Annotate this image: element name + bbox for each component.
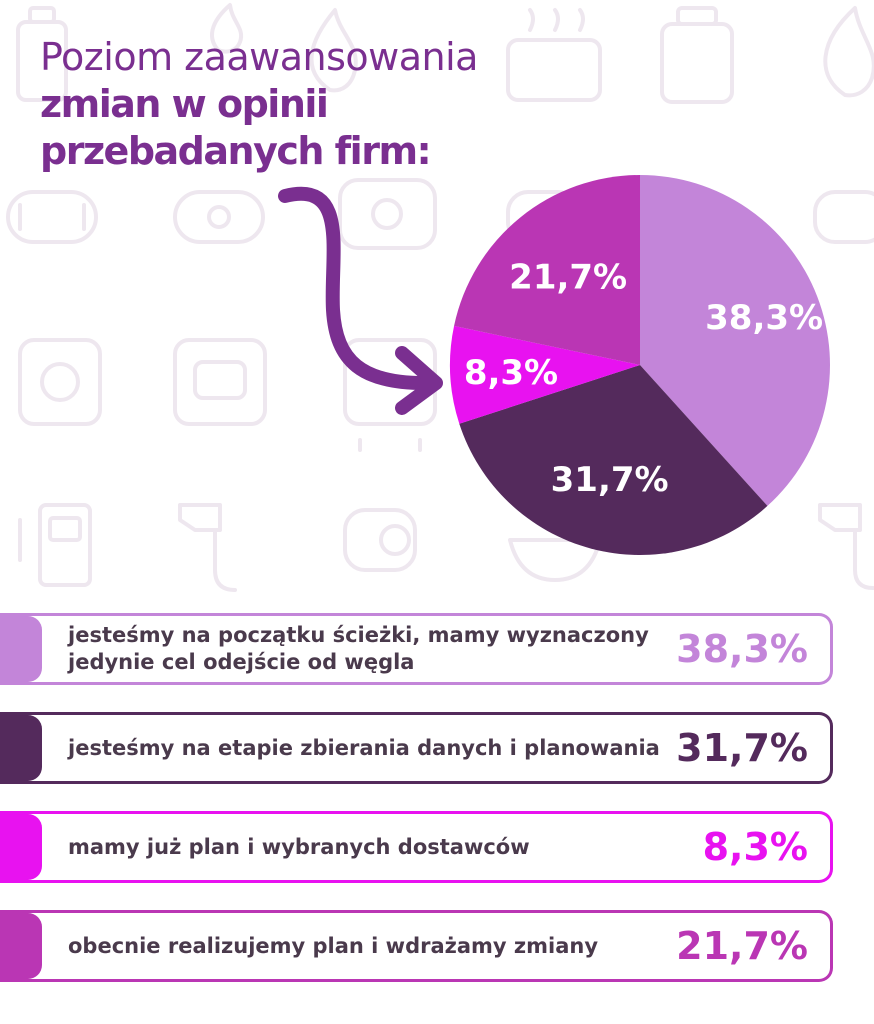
curved-arrow-icon <box>278 186 443 415</box>
pipe-icon <box>508 538 602 582</box>
pie-slice-label: 38,3% <box>705 298 823 338</box>
legend-label: mamy już plan i wybranych dostawców <box>68 834 530 859</box>
boiler-icon <box>506 8 602 102</box>
legend-label: jesteśmy na początku ścieżki, mamy wyzna… <box>68 623 649 674</box>
legend-row-2: jesteśmy na etapie zbierania danych i pl… <box>0 712 833 784</box>
pie-slice-label: 21,7% <box>509 257 627 297</box>
legend-row-1: jesteśmy na początku ścieżki, mamy wyzna… <box>0 613 833 685</box>
tank-icon <box>6 190 98 244</box>
legend-row-4: obecnie realizujemy plan i wdrażamy zmia… <box>0 910 833 982</box>
legend-label: jesteśmy na etapie zbierania danych i pl… <box>68 735 660 760</box>
fuel-pump-icon <box>18 503 92 587</box>
heater-icon <box>343 508 417 572</box>
flame-icon <box>823 6 874 98</box>
pie-slice-label: 31,7% <box>551 460 669 500</box>
title-line-2: zmian w opinii <box>40 82 329 126</box>
legend-swatch <box>0 715 42 781</box>
pie-slices <box>450 175 831 555</box>
legend-swatch <box>0 913 42 979</box>
tank-icon <box>813 190 874 244</box>
page-title: Poziom zaawansowania zmian w opinii prze… <box>40 34 478 175</box>
title-line-1: Poziom zaawansowania <box>40 35 478 79</box>
legend-row-3: mamy już plan i wybranych dostawców 8,3% <box>0 811 833 883</box>
nozzle-icon <box>818 503 874 590</box>
meter-icon <box>173 338 267 426</box>
legend-value: 21,7% <box>676 924 808 968</box>
pie-slice <box>459 365 768 555</box>
tank-icon <box>173 190 265 244</box>
nozzle-icon <box>178 503 237 592</box>
flame-icon <box>210 3 244 54</box>
legend-value: 8,3% <box>702 825 808 869</box>
legend-swatch <box>0 814 42 880</box>
flame-icon <box>309 8 358 93</box>
legend-label: obecnie realizujemy plan i wdrażamy zmia… <box>68 933 599 958</box>
background-icon-pattern <box>6 3 874 592</box>
legend-value: 31,7% <box>676 726 808 770</box>
gas-cylinder-icon <box>660 6 734 104</box>
pie-slice <box>640 175 831 506</box>
heater-icon <box>338 178 437 250</box>
meter-icon <box>18 338 102 426</box>
title-line-3: przebadanych firm: <box>40 129 432 173</box>
gas-cylinder-icon <box>16 6 68 102</box>
legend-swatch <box>0 616 42 682</box>
pie-slice-label: 8,3% <box>464 353 558 393</box>
legend-value: 38,3% <box>676 627 808 671</box>
pie-chart: 38,3% 31,7% 8,3% 21,7% <box>450 175 831 555</box>
pie-labels: 38,3% 31,7% 8,3% 21,7% <box>464 257 823 499</box>
pie-slice <box>454 175 640 365</box>
pie-slice <box>450 325 640 424</box>
